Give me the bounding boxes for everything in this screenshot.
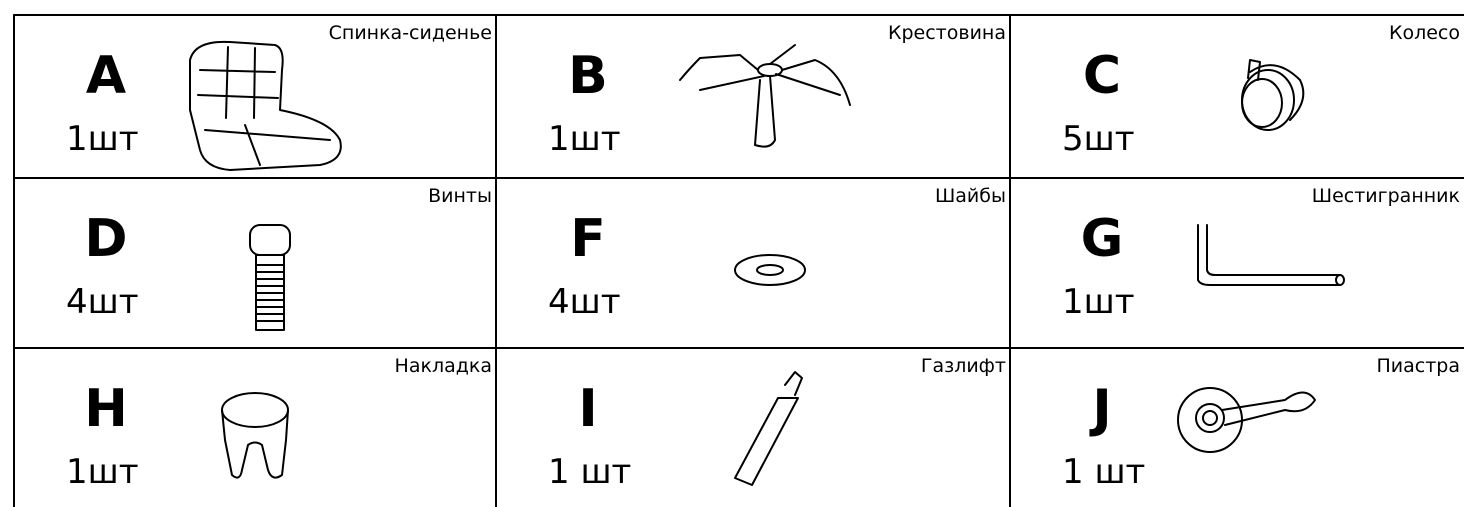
part-cell: G 1шт Шестигранник: [1062, 185, 1460, 322]
part-count: 1шт: [66, 452, 139, 492]
part-icon: [1177, 387, 1316, 453]
part-cell: I 1 шт Газлифт: [548, 355, 1006, 492]
part-cell: D 4шт Винты: [66, 185, 492, 331]
part-cell: B 1шт Крестовина: [548, 22, 1006, 159]
part-name: Винты: [428, 185, 492, 207]
part-name: Газлифт: [921, 355, 1006, 377]
part-icon: [1197, 224, 1345, 286]
part-cell: H 1шт Накладка: [66, 355, 492, 492]
part-icon: [734, 371, 803, 486]
part-icon: [679, 44, 851, 148]
part-letter: I: [578, 379, 597, 439]
part-count: 1шт: [1062, 282, 1135, 322]
part-count: 4шт: [548, 282, 621, 322]
part-letter: J: [1089, 379, 1111, 439]
part-letter: G: [1081, 209, 1124, 269]
part-name: Колесо: [1389, 22, 1460, 44]
part-icon: [734, 254, 806, 286]
part-count: 5шт: [1062, 119, 1135, 159]
part-cell: F 4шт Шайбы: [548, 185, 1006, 322]
part-letter: H: [84, 379, 128, 439]
part-letter: C: [1083, 46, 1121, 106]
part-cell: J 1 шт Пиастра: [1062, 355, 1460, 492]
part-name: Крестовина: [888, 22, 1006, 44]
part-count: 1шт: [548, 119, 621, 159]
part-name: Шайбы: [935, 185, 1006, 207]
part-name: Спинка-сиденье: [329, 22, 492, 44]
part-name: Пиастра: [1377, 355, 1461, 377]
part-name: Шестигранник: [1312, 185, 1460, 207]
part-count: 4шт: [66, 282, 139, 322]
part-letter: F: [570, 209, 606, 269]
part-name: Накладка: [395, 355, 492, 377]
part-icon: [1241, 59, 1305, 131]
part-cell: C 5шт Колесо: [1062, 22, 1460, 159]
part-letter: B: [568, 46, 608, 106]
part-icon: [249, 224, 291, 331]
part-letter: D: [84, 209, 127, 269]
part-cell: A 1шт Спинка-сиденье: [66, 22, 492, 171]
part-count: 1 шт: [548, 452, 631, 492]
part-icon: [189, 40, 342, 171]
part-letter: A: [86, 46, 126, 106]
grid: [13, 14, 1464, 507]
part-count: 1шт: [66, 119, 139, 159]
part-count: 1 шт: [1062, 452, 1145, 492]
part-icon: [221, 392, 289, 479]
